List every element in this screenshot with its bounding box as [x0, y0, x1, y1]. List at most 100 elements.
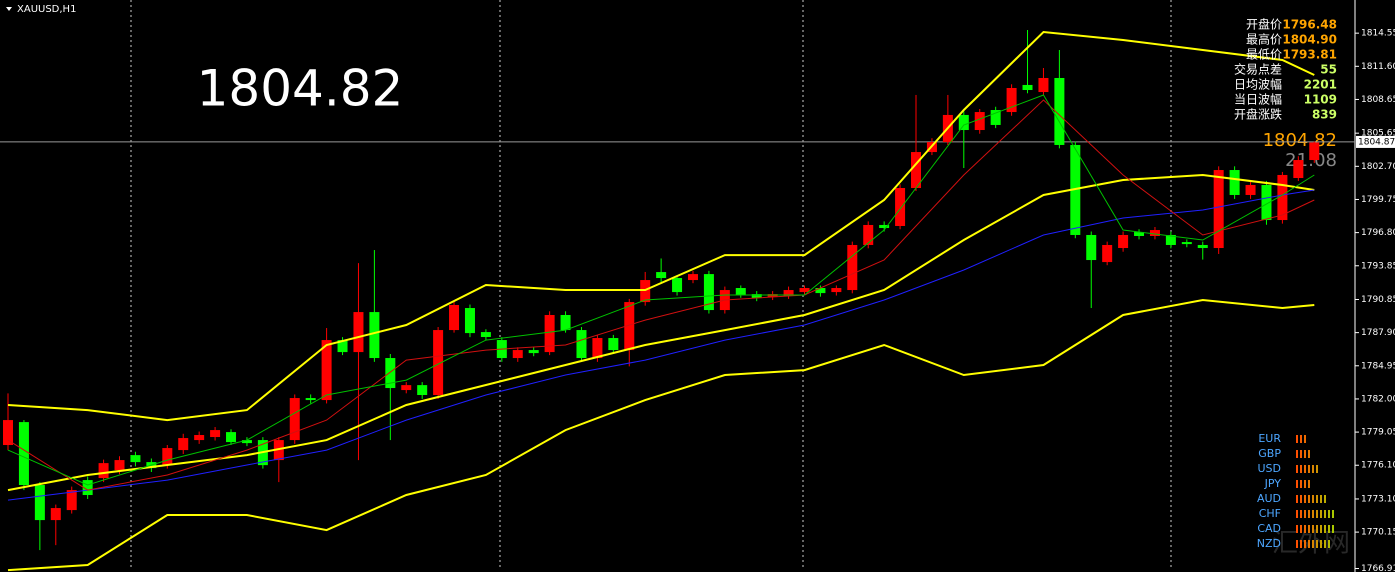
candle-body — [210, 430, 221, 438]
strength-cell — [1296, 450, 1298, 458]
strength-cell — [1320, 525, 1322, 533]
chart-title: XAUUSD,H1 — [17, 4, 76, 15]
y-tick-label: 1805.65 — [1361, 129, 1395, 139]
y-tick-label: 1814.55 — [1361, 29, 1395, 39]
strength-cell — [1300, 495, 1302, 503]
strength-cell — [1300, 435, 1302, 443]
stat-label: 开盘价 — [1246, 17, 1282, 32]
y-tick-label: 1773.10 — [1361, 494, 1395, 504]
y-tick-label: 1770.15 — [1361, 528, 1395, 538]
candle-body — [66, 490, 77, 511]
candle-body — [911, 152, 922, 189]
candle-body — [1229, 170, 1240, 195]
y-tick-label: 1790.85 — [1361, 295, 1395, 305]
candle-body — [1102, 244, 1113, 263]
strength-cell — [1328, 525, 1330, 533]
candle-body — [18, 422, 29, 486]
menu-triangle — [6, 7, 12, 11]
candle-body — [289, 398, 300, 441]
stat-label: 当日波幅 — [1234, 92, 1282, 107]
candle-body — [1006, 87, 1017, 113]
candle-body — [560, 314, 571, 331]
candle-body — [1181, 242, 1192, 245]
candle-body — [241, 440, 252, 444]
strength-cell — [1296, 480, 1298, 488]
strength-cell — [1308, 495, 1310, 503]
strength-cell — [1328, 510, 1330, 518]
currency-name: USD — [1257, 462, 1281, 475]
candle-body — [480, 332, 491, 338]
bid-label: 1804.82 — [1263, 130, 1337, 151]
strength-bar — [1296, 540, 1330, 548]
candle-body — [576, 330, 587, 359]
stat-value: 1793.81 — [1282, 48, 1337, 62]
candle-body — [34, 485, 45, 521]
candle-body — [831, 288, 842, 293]
strength-cell — [1300, 510, 1302, 518]
y-tick-label: 1796.80 — [1361, 228, 1395, 238]
candle-body — [512, 350, 523, 359]
candle-body — [178, 438, 189, 451]
strength-cell — [1316, 510, 1318, 518]
candle-body — [433, 330, 444, 396]
strength-cell — [1296, 510, 1298, 518]
candle-body — [1054, 77, 1065, 145]
strength-cell — [1304, 495, 1306, 503]
strength-cell — [1312, 525, 1314, 533]
candle-body — [958, 114, 969, 131]
candle-body — [703, 274, 714, 311]
y-tick-label: 1784.95 — [1361, 361, 1395, 371]
indicator-line — [7, 94, 1315, 486]
candle-body — [1165, 234, 1176, 245]
strength-cell — [1316, 495, 1318, 503]
y-tick-label: 1782.00 — [1361, 394, 1395, 404]
currency-name: CHF — [1259, 507, 1281, 520]
strength-cell — [1308, 525, 1310, 533]
currency-name: AUD — [1257, 492, 1281, 505]
strength-cell — [1296, 435, 1298, 443]
stat-value: 1796.48 — [1282, 18, 1337, 32]
strength-cell — [1308, 450, 1310, 458]
candle-body — [656, 272, 667, 279]
candle-body — [1293, 160, 1304, 179]
stat-label: 日均波幅 — [1234, 77, 1282, 92]
candle-body — [337, 340, 348, 353]
candle-body — [82, 480, 93, 496]
currency-name: NZD — [1257, 537, 1281, 550]
y-tick-label: 1787.90 — [1361, 328, 1395, 338]
strength-cell — [1308, 465, 1310, 473]
strength-bar — [1296, 465, 1318, 473]
strength-cell — [1300, 480, 1302, 488]
candle-body — [895, 188, 906, 226]
candle-body — [672, 278, 683, 293]
candle-body — [1261, 184, 1272, 221]
stat-value: 839 — [1312, 108, 1337, 122]
strength-cell — [1304, 540, 1306, 548]
y-tick-label: 1802.70 — [1361, 162, 1395, 172]
strength-cell — [1300, 465, 1302, 473]
strength-cell — [1304, 465, 1306, 473]
candle-body — [735, 288, 746, 295]
candle-body — [50, 508, 61, 521]
strength-cell — [1332, 510, 1334, 518]
stat-label: 最高价 — [1246, 32, 1282, 47]
y-tick-label: 1779.05 — [1361, 428, 1395, 438]
y-tick-label: 1799.75 — [1361, 195, 1395, 205]
stat-value: 1804.90 — [1282, 33, 1337, 47]
candle-body — [528, 350, 539, 354]
strength-cell — [1296, 525, 1298, 533]
candle-body — [990, 110, 1001, 125]
candle-body — [1245, 184, 1256, 195]
watermark: 汇外网 — [1272, 529, 1350, 559]
current-price-box — [1356, 135, 1395, 148]
currency-name: JPY — [1264, 477, 1282, 490]
indicator-line — [7, 173, 1315, 492]
strength-bar — [1296, 480, 1310, 488]
strength-cell — [1308, 510, 1310, 518]
stat-value: 1109 — [1304, 93, 1337, 107]
candle-body — [624, 302, 635, 351]
strength-cell — [1312, 510, 1314, 518]
